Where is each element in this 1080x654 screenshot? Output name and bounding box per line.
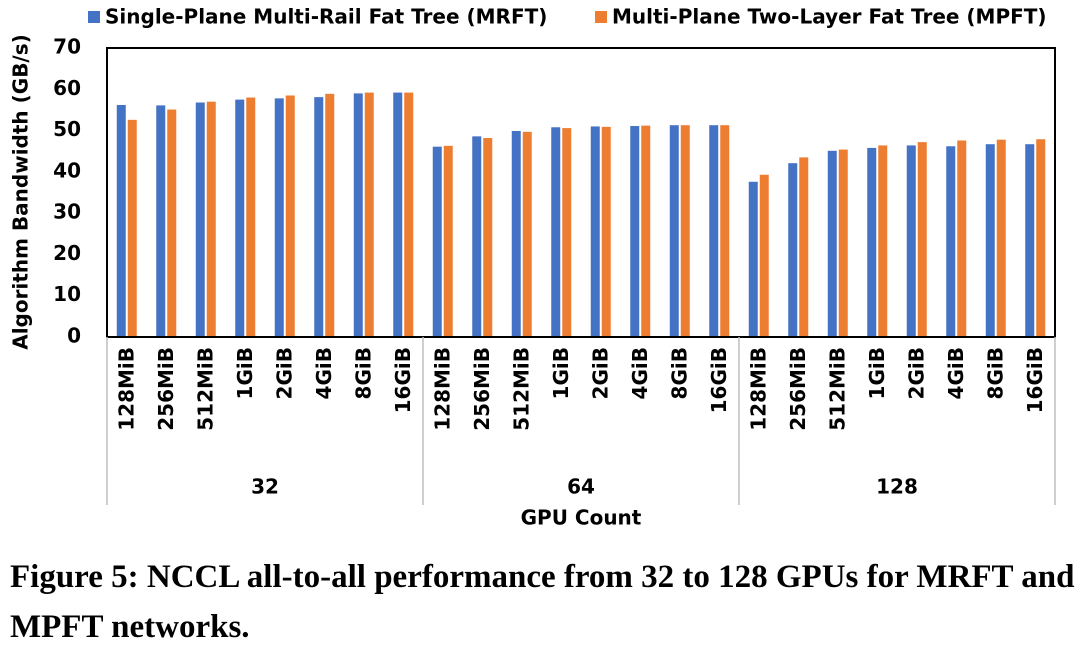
bar (483, 138, 493, 337)
bar (878, 145, 888, 337)
bar (799, 157, 809, 337)
bar (404, 92, 414, 338)
x-axis-title: GPU Count (521, 506, 642, 530)
bar (946, 146, 956, 337)
y-tick-label: 0 (67, 324, 81, 348)
x-tick-label: 256MiB (786, 347, 810, 431)
x-tick-label: 256MiB (154, 347, 178, 431)
bar (720, 125, 730, 337)
x-tick-label: 16GiB (1023, 347, 1047, 413)
bar (325, 93, 335, 337)
bar (364, 92, 374, 338)
bar (917, 142, 927, 337)
bar (985, 144, 995, 337)
bar (1036, 139, 1046, 337)
figure-caption: Figure 5: NCCL all-to-all performance fr… (10, 559, 1075, 645)
bar (590, 126, 600, 337)
bar (867, 147, 877, 337)
bar (630, 126, 640, 337)
x-tick-label: 8GiB (667, 347, 691, 399)
group-label: 64 (567, 475, 595, 499)
bar (353, 93, 363, 338)
x-tick-label: 8GiB (351, 347, 375, 399)
x-tick-label: 16GiB (707, 347, 731, 413)
bar (274, 98, 284, 338)
x-tick-label: 16GiB (391, 347, 415, 413)
x-tick-label: 2GiB (904, 347, 928, 399)
bar (246, 97, 256, 338)
y-tick-label: 50 (53, 117, 81, 141)
bar (206, 101, 216, 338)
bar (167, 109, 177, 337)
y-tick-label: 20 (53, 241, 81, 265)
x-tick-label: 8GiB (983, 347, 1007, 399)
y-tick-label: 10 (53, 282, 81, 306)
plot-frame (106, 47, 1056, 338)
x-tick-label: 256MiB (470, 347, 494, 431)
x-tick-label: 4GiB (312, 347, 336, 399)
bar (551, 127, 561, 337)
group-label: 128 (876, 475, 918, 499)
group-label: 32 (251, 475, 279, 499)
bar (680, 125, 690, 337)
bar (788, 163, 798, 337)
bar (709, 125, 719, 337)
bar (641, 125, 651, 337)
bar (1025, 144, 1035, 337)
x-tick-label: 2GiB (588, 347, 612, 399)
bar (906, 145, 916, 337)
bar (996, 139, 1006, 337)
bar (669, 125, 679, 337)
bar (195, 102, 205, 337)
bar (522, 131, 532, 337)
bar (393, 92, 403, 338)
x-tick-label: 512MiB (825, 347, 849, 431)
bar (759, 174, 769, 337)
bar (601, 126, 611, 337)
bar (957, 140, 967, 337)
bar (314, 97, 324, 337)
legend-label: Single-Plane Multi-Rail Fat Tree (MRFT) (105, 5, 547, 29)
x-tick-label: 1GiB (549, 347, 573, 399)
bar (127, 119, 137, 337)
bar (443, 145, 453, 337)
x-tick-label: 2GiB (272, 347, 296, 399)
bar (156, 105, 166, 337)
x-tick-label: 128MiB (114, 347, 138, 431)
bar (827, 150, 837, 337)
bar (511, 130, 521, 337)
chart: Algorithm Bandwidth (GB/s) GPU Count Sin… (9, 5, 1056, 530)
y-tick-label: 70 (53, 35, 81, 59)
bar (432, 146, 442, 337)
y-tick-label: 30 (53, 200, 81, 224)
x-tick-label: 512MiB (193, 347, 217, 431)
y-tick-label: 40 (53, 158, 81, 182)
x-tick-label: 1GiB (865, 347, 889, 399)
y-tick-label: 60 (53, 76, 81, 100)
bar (748, 181, 758, 337)
bar (116, 104, 126, 337)
x-tick-label: 512MiB (509, 347, 533, 431)
legend-swatch (88, 11, 100, 23)
x-tick-label: 128MiB (430, 347, 454, 431)
x-tick-label: 4GiB (628, 347, 652, 399)
legend-swatch (595, 11, 607, 23)
bar (235, 99, 245, 337)
y-axis-title: Algorithm Bandwidth (GB/s) (9, 34, 33, 350)
bar (838, 149, 848, 337)
x-tick-label: 128MiB (746, 347, 770, 431)
bar (472, 136, 482, 337)
bar (285, 95, 295, 337)
x-tick-label: 1GiB (233, 347, 257, 399)
x-tick-label: 4GiB (944, 347, 968, 399)
legend-label: Multi-Plane Two-Layer Fat Tree (MPFT) (612, 5, 1047, 29)
bar (562, 128, 572, 337)
